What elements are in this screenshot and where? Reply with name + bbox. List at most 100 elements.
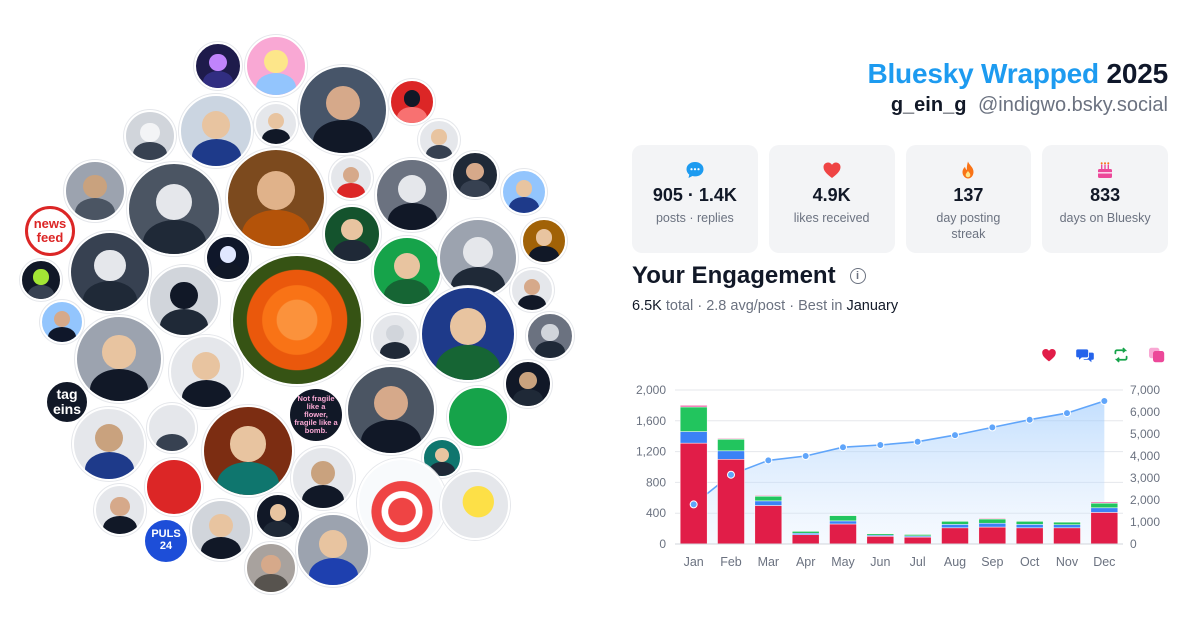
bar-segment [791,534,820,545]
bar-segment [978,526,1007,545]
stat-card-posts: 905 · 1.4K posts · replies [632,145,758,253]
avatar[interactable] [291,446,355,510]
avatar[interactable] [72,407,146,481]
avatar[interactable] [375,158,449,232]
x-tick-label: Oct [1020,555,1040,569]
avatar-fragile-quote[interactable]: Not fragile like a flower, fragile like … [288,387,344,443]
bar-segment [754,495,783,497]
avatar-flower[interactable] [231,254,363,386]
y-left-tick-label: 1,200 [636,445,666,459]
avatar-news-feed[interactable]: news feed [25,206,75,256]
bar-segment [978,518,1007,524]
line-point [876,441,885,449]
bar-segment [941,524,969,529]
avatar[interactable] [64,160,126,222]
avatar[interactable] [205,235,251,281]
avatar[interactable] [329,156,373,200]
line-point [1100,397,1109,405]
avg-value: 2.8 [706,298,727,314]
heart-icon[interactable] [1040,346,1058,364]
avatar[interactable] [420,286,516,382]
avatar[interactable] [298,65,388,155]
y-right-tick-label: 1,000 [1130,515,1160,529]
user-handle[interactable]: @indigwo.bsky.social [977,94,1168,116]
avatar[interactable] [169,335,243,409]
bar-segment [941,527,969,545]
line-point [727,470,735,479]
avatar[interactable] [75,315,163,403]
bar-segment [1090,507,1119,513]
bar-segment [829,523,857,545]
bar-segment [1053,527,1081,545]
avatar[interactable] [124,110,176,162]
bar-segment [829,515,857,522]
avatar[interactable] [255,493,301,539]
reply-bubbles-icon[interactable] [1076,346,1094,364]
stat-card-likes: 4.9K likes received [768,145,895,253]
bar-segment [679,431,708,444]
y-right-tick-label: 7,000 [1130,383,1160,397]
avatar[interactable] [510,268,554,312]
y-right-tick-label: 3,000 [1130,471,1160,485]
bar-segment [1015,524,1044,529]
x-tick-label: Aug [944,555,966,569]
info-icon[interactable]: i [849,268,866,284]
avatar[interactable] [438,218,518,298]
avatar[interactable] [194,42,242,90]
avatar-duck[interactable] [440,470,510,540]
avatar-puls24[interactable]: PULS 24 [143,518,189,564]
avatar-circus-tent[interactable] [357,458,447,548]
avatar[interactable] [418,119,460,161]
x-tick-label: Feb [720,555,742,569]
avatar[interactable] [521,218,567,264]
display-name[interactable]: g_ein_g [890,94,967,116]
stat-card-days: 833 days on Bluesky [1042,145,1168,253]
avatar[interactable] [69,231,151,313]
bar-segment [754,496,783,502]
x-tick-label: Jun [870,555,890,569]
cumulative-line [693,400,1105,506]
bar-segment [1090,501,1119,504]
avatar[interactable] [245,542,297,594]
bar-segment [679,442,708,545]
avatar[interactable] [501,169,547,215]
avatar[interactable] [127,162,221,256]
page-title: Bluesky Wrapped 2025 [867,58,1168,90]
line-point [951,431,959,440]
avatar[interactable] [20,259,62,301]
avatar[interactable] [526,312,574,360]
quote-icon[interactable] [1148,346,1166,364]
stat-label: day posting streak [936,211,1001,241]
avatar[interactable] [179,94,253,168]
title-year: 2025 [1106,58,1169,89]
avatar[interactable] [389,79,435,125]
stats-row: 905 · 1.4K posts · replies 4.9K likes re… [632,145,1168,253]
x-tick-label: Mar [758,555,780,569]
y-right-tick-label: 0 [1130,537,1137,551]
engagement-summary: 6.5K total · 2.8 avg/post · Best in Janu… [632,298,899,314]
repost-icon[interactable] [1112,346,1130,364]
avatar[interactable] [94,484,146,536]
avatar[interactable] [190,499,252,561]
avatar-rose[interactable] [145,458,203,516]
avatar[interactable] [451,151,499,199]
avatar[interactable] [372,236,442,306]
total-value: 6.5K [632,298,662,314]
bar-segment [754,505,783,545]
avatar[interactable] [504,360,552,408]
avatar[interactable] [346,365,436,455]
avatar[interactable] [371,313,419,361]
avatar[interactable] [147,403,197,453]
avatar[interactable] [296,513,370,587]
avatar[interactable] [245,35,307,97]
avatar-pentagram[interactable] [447,386,509,448]
avatar[interactable] [148,265,220,337]
avatar[interactable] [254,102,298,146]
x-tick-label: Jul [910,555,926,569]
avatar[interactable] [323,205,381,263]
avatar[interactable] [202,405,294,497]
avatar-tag-eins[interactable]: tag eins [45,380,89,424]
avatar[interactable] [226,148,326,248]
avatar[interactable] [40,300,84,344]
x-tick-label: Nov [1056,555,1079,569]
